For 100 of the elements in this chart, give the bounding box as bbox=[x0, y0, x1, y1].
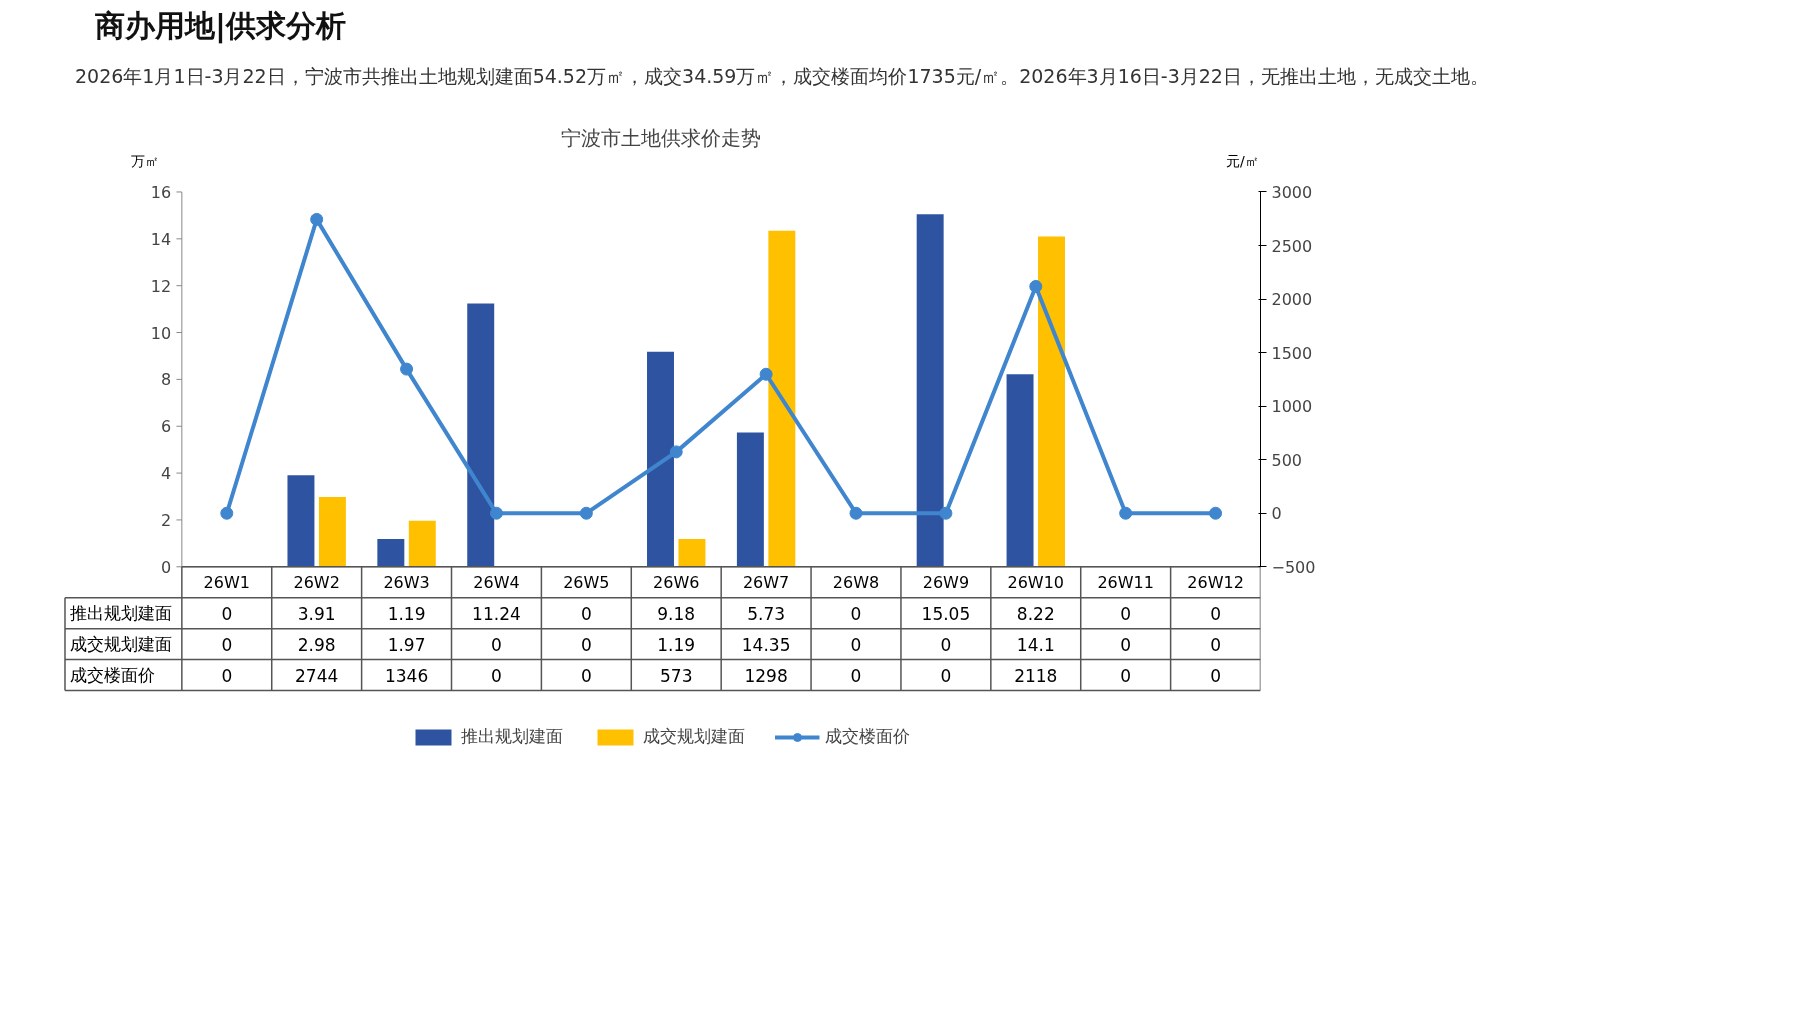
data-label: 0 bbox=[850, 665, 862, 686]
point bbox=[579, 506, 593, 520]
data-label: 14.1 bbox=[1016, 634, 1055, 655]
y-axis-title: 万㎡ bbox=[131, 152, 160, 169]
data-label: 2744 bbox=[295, 665, 339, 686]
bar bbox=[1038, 236, 1065, 567]
x-tick-label: 26W3 bbox=[383, 572, 430, 592]
legend-label: 推出规划建面 bbox=[460, 725, 563, 748]
data-label: 8.22 bbox=[1016, 603, 1055, 624]
data-label: 15.05 bbox=[921, 603, 971, 624]
bar bbox=[647, 351, 674, 567]
legend-label: 成交规划建面 bbox=[642, 725, 745, 748]
y2-axis-title: 元/㎡ bbox=[1225, 152, 1259, 169]
x-tick-label: 26W7 bbox=[742, 572, 790, 592]
x-tick-label: 26W11 bbox=[1097, 572, 1154, 592]
text: 成交规划建面 bbox=[70, 634, 173, 655]
data-label: 0 bbox=[1120, 634, 1132, 655]
data-label: 1298 bbox=[744, 665, 788, 686]
bar bbox=[467, 303, 495, 567]
x-tick-label: 26W6 bbox=[653, 572, 700, 592]
data-label: 0 bbox=[940, 665, 952, 686]
bar bbox=[318, 496, 346, 567]
y-tick-label: 14 bbox=[150, 229, 172, 249]
y2-tick-label: 1000 bbox=[1271, 397, 1313, 417]
x-tick-label: 26W8 bbox=[832, 572, 880, 592]
bar bbox=[1006, 374, 1034, 567]
bar bbox=[768, 230, 796, 567]
data-label: 14.35 bbox=[741, 634, 791, 655]
y2-tick-label: 3000 bbox=[1271, 182, 1313, 202]
y-tick-label: 12 bbox=[150, 276, 172, 296]
y2-tick-label: 2000 bbox=[1271, 290, 1313, 310]
point bbox=[220, 506, 234, 520]
bar bbox=[916, 214, 944, 567]
data-label: 0 bbox=[580, 603, 592, 624]
x-tick-label: 26W12 bbox=[1187, 572, 1244, 592]
x-tick-label: 26W2 bbox=[293, 572, 340, 592]
y-tick-label: 10 bbox=[150, 323, 172, 343]
data-label: 0 bbox=[1210, 603, 1221, 624]
data-label: 573 bbox=[660, 665, 693, 686]
point bbox=[400, 362, 414, 376]
y2-tick-label: −500 bbox=[1271, 557, 1316, 577]
data-label: 0 bbox=[580, 634, 592, 655]
bar bbox=[408, 520, 436, 567]
y-tick-label: 0 bbox=[160, 557, 172, 577]
data-label: 1346 bbox=[384, 665, 429, 686]
point bbox=[489, 506, 503, 520]
legend-label: 成交楼面价 bbox=[824, 725, 910, 748]
data-label: 9.18 bbox=[657, 603, 696, 624]
point bbox=[759, 367, 773, 381]
data-label: 0 bbox=[491, 634, 502, 655]
text: 推出规划建面 bbox=[70, 603, 173, 624]
data-label: 0 bbox=[221, 634, 233, 655]
bar bbox=[678, 538, 706, 567]
data-label: 0 bbox=[940, 634, 952, 655]
y2-tick-label: 2500 bbox=[1271, 236, 1313, 256]
data-label: 0 bbox=[221, 665, 233, 686]
data-label: 1.19 bbox=[657, 634, 696, 655]
x-tick-label: 26W10 bbox=[1007, 572, 1065, 592]
point bbox=[849, 506, 863, 520]
data-label: 0 bbox=[850, 603, 862, 624]
bar bbox=[736, 432, 764, 567]
y2-tick-label: 0 bbox=[1271, 504, 1282, 524]
x-tick-label: 26W4 bbox=[473, 572, 520, 592]
chart-title: 宁波市土地供求价走势 bbox=[560, 125, 761, 150]
data-label: 3.91 bbox=[297, 603, 336, 624]
y2-tick-label: 1500 bbox=[1271, 343, 1313, 363]
y-tick-label: 2 bbox=[160, 510, 172, 530]
point bbox=[1029, 279, 1043, 293]
text: 商办用地|供求分析 bbox=[95, 7, 346, 46]
bar bbox=[287, 475, 315, 567]
point bbox=[939, 506, 953, 520]
chart-subtitle: 2026年1月1日-3月22日，宁波市共推出土地规划建面54.52万㎡，成交34.59万㎡，成交楼面均价1735元/㎡。2026年3月16日-3月22日，无推出土地，无成交土地。 bbox=[75, 64, 1489, 89]
data-label: 5.73 bbox=[747, 603, 786, 624]
data-label: 1.19 bbox=[387, 603, 426, 624]
text: 成交楼面价 bbox=[70, 665, 156, 686]
y-tick-label: 8 bbox=[160, 370, 172, 390]
y-tick-label: 16 bbox=[150, 182, 172, 202]
data-label: 0 bbox=[1120, 603, 1132, 624]
x-tick-label: 26W9 bbox=[922, 572, 970, 592]
bar bbox=[377, 538, 405, 567]
x-tick-label: 26W5 bbox=[563, 572, 610, 592]
data-label: 2118 bbox=[1014, 665, 1058, 686]
data-label: 0 bbox=[580, 665, 592, 686]
point bbox=[310, 212, 324, 226]
point bbox=[1209, 506, 1223, 520]
y-tick-label: 4 bbox=[160, 464, 172, 484]
y2-tick-label: 500 bbox=[1271, 450, 1303, 470]
data-label: 0 bbox=[1120, 665, 1132, 686]
data-label: 0 bbox=[221, 603, 233, 624]
y-tick-label: 6 bbox=[160, 417, 172, 437]
data-label: 0 bbox=[850, 634, 862, 655]
x-tick-label: 26W1 bbox=[203, 572, 250, 592]
data-label: 0 bbox=[491, 665, 502, 686]
data-label: 1.97 bbox=[387, 634, 426, 655]
point bbox=[669, 445, 683, 459]
point bbox=[1119, 506, 1133, 520]
data-label: 2.98 bbox=[297, 634, 336, 655]
data-label: 11.24 bbox=[472, 603, 521, 624]
data-label: 0 bbox=[1210, 634, 1221, 655]
data-label: 0 bbox=[1210, 665, 1221, 686]
